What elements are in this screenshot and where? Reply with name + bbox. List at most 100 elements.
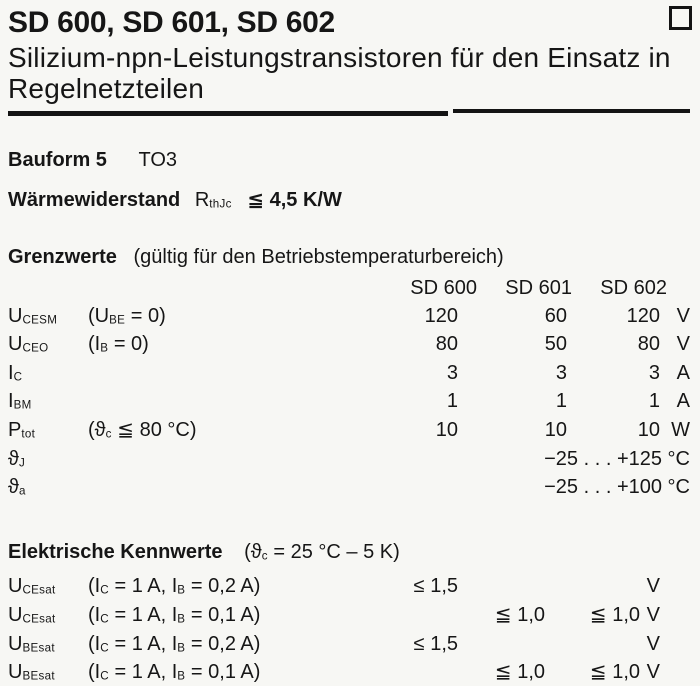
unit-label: V [646, 661, 660, 684]
parameter-symbol: Ptot [8, 419, 36, 442]
characteristics-table: UCEsat (IC = 1 A, IB = 0,2 A) ≤ 1,5 V UCEsat… [8, 574, 690, 686]
limits-section-heading: Grenzwerte (gültig für den Betriebstempe… [8, 245, 690, 269]
divider-segment-left [8, 111, 448, 116]
thermal-resistance-line: Wärmewiderstand RthJc ≦ 4,5 K/W [8, 188, 690, 217]
corner-square-icon [669, 6, 692, 30]
test-condition: (IC = 1 A, IB = 0,1 A) [88, 604, 261, 627]
value-sd600 [338, 475, 458, 504]
test-condition: (IC = 1 A, IB = 0,1 A) [88, 661, 261, 684]
parameter-symbol: ϑJ [8, 447, 26, 470]
value-sd601: ≦ 1,0 [494, 661, 545, 684]
unit-label: V [676, 304, 690, 327]
value-sd600: 3 [446, 361, 458, 384]
limit-row: UCESM (UBE = 0) 120 60 120 V [8, 304, 690, 333]
value-sd601: 1 [555, 390, 567, 413]
test-condition [88, 447, 338, 476]
divider-rule [8, 109, 690, 116]
unit-label: W [671, 419, 690, 442]
limit-row: IC 3 3 3 A [8, 361, 690, 390]
test-condition [88, 475, 338, 504]
thermal-value: ≦ 4,5 K/W [247, 189, 342, 211]
limit-row: ϑa −25 . . . +100 °C [8, 475, 690, 504]
bauform-value: TO3 [138, 149, 178, 171]
value-sd601: 3 [555, 361, 567, 384]
value-sd600: 120 [424, 304, 458, 327]
unit-label: V [646, 575, 660, 598]
value-sd602: 3 [648, 361, 660, 384]
characteristic-row: UCEsat (IC = 1 A, IB = 0,1 A) ≦ 1,0 ≦ 1,0 V [8, 603, 660, 632]
value-sd601: 50 [544, 333, 567, 356]
unit-label: A [676, 390, 690, 413]
limit-row: UCEO (IB = 0) 80 50 80 V [8, 332, 690, 361]
page-subtitle: Silizium-npn-Leistungstransistoren für d… [8, 42, 690, 104]
test-condition [88, 389, 338, 418]
value-sd602 [545, 632, 640, 661]
limit-row: IBM 1 1 1 A [8, 389, 690, 418]
parameter-symbol: UCESM [8, 304, 58, 327]
value-sd602: 10 [637, 419, 660, 442]
test-condition: (UBE = 0) [88, 304, 166, 327]
value-sd601: ≦ 1,0 [494, 604, 545, 627]
subtitle-line-2: Regelnetzteilen [8, 73, 205, 104]
test-condition: (IC = 1 A, IB = 0,2 A) [88, 575, 261, 598]
thermal-label: Wärmewiderstand [8, 189, 181, 211]
limit-row: ϑJ −25 . . . +125 °C [8, 447, 690, 476]
value-sd601: 10 [544, 419, 567, 442]
column-header-sd600: SD 600 [410, 276, 477, 299]
value-span: −25 . . . +125 °C [544, 447, 690, 470]
unit-label: V [676, 333, 690, 356]
column-header-row: SD 600 SD 601 SD 602 [8, 276, 690, 300]
characteristics-heading-note: (ϑc = 25 °C – 5 K) [244, 540, 400, 563]
test-condition: (IB = 0) [88, 333, 149, 356]
value-sd600: ≤ 1,5 [413, 575, 458, 598]
parameter-symbol: IBM [8, 390, 32, 413]
value-sd601: 60 [544, 304, 567, 327]
characteristic-row: UCEsat (IC = 1 A, IB = 0,2 A) ≤ 1,5 V [8, 574, 660, 603]
test-condition [88, 361, 338, 390]
value-sd602: ≦ 1,0 [589, 604, 640, 627]
value-sd600 [338, 660, 458, 686]
parameter-symbol: ϑa [8, 476, 26, 499]
column-header-spacer [8, 276, 338, 300]
parameter-symbol: UCEO [8, 333, 49, 356]
limit-row: Ptot (ϑc ≦ 80 °C) 10 10 10 W [8, 418, 690, 447]
characteristics-heading: Elektrische Kennwerte [8, 540, 223, 563]
value-sd602: ≦ 1,0 [589, 661, 640, 684]
test-condition: (ϑc ≦ 80 °C) [88, 419, 197, 442]
value-sd602: 120 [626, 304, 660, 327]
divider-segment-right [453, 109, 690, 113]
thermal-symbol: RthJc [194, 189, 232, 211]
unit-label: V [646, 632, 660, 655]
value-sd600: 10 [435, 419, 458, 442]
characteristic-row: UBEsat (IC = 1 A, IB = 0,2 A) ≤ 1,5 V [8, 632, 660, 661]
value-sd600 [338, 603, 458, 632]
unit-label: A [676, 361, 690, 384]
column-header-sd602: SD 602 [600, 276, 667, 299]
value-span: −25 . . . +100 °C [544, 476, 690, 499]
bauform-line: Bauform 5 TO3 [8, 148, 690, 172]
value-sd600: 80 [435, 333, 458, 356]
parameter-symbol: UCEsat [8, 575, 56, 598]
page-title: SD 600, SD 601, SD 602 [8, 6, 335, 39]
unit-label: V [646, 604, 660, 627]
limits-heading-note: (gültig für den Betriebstemperaturbereic… [133, 245, 504, 268]
parameter-symbol: UBEsat [8, 632, 55, 655]
characteristic-row: UBEsat (IC = 1 A, IB = 0,1 A) ≦ 1,0 ≦ 1,0 V [8, 660, 660, 686]
parameter-symbol: UBEsat [8, 661, 55, 684]
limits-table: UCESM (UBE = 0) 120 60 120 V UCEO (IB = 0) 80 50 8… [8, 304, 690, 504]
value-sd602: 1 [648, 390, 660, 413]
value-sd601 [458, 574, 545, 603]
value-sd601 [458, 632, 545, 661]
limits-heading: Grenzwerte [8, 245, 117, 268]
parameter-symbol: UCEsat [8, 604, 56, 627]
value-sd602 [545, 574, 640, 603]
subtitle-line-1: Silizium-npn-Leistungstransistoren für d… [8, 42, 671, 73]
bauform-label: Bauform 5 [8, 149, 107, 171]
test-condition: (IC = 1 A, IB = 0,2 A) [88, 632, 261, 655]
value-sd600 [338, 447, 458, 476]
value-sd600: 1 [446, 390, 458, 413]
column-header-sd601: SD 601 [505, 276, 572, 299]
characteristics-section-heading: Elektrische Kennwerte (ϑc = 25 °C – 5 K) [8, 540, 690, 569]
value-sd602: 80 [637, 333, 660, 356]
